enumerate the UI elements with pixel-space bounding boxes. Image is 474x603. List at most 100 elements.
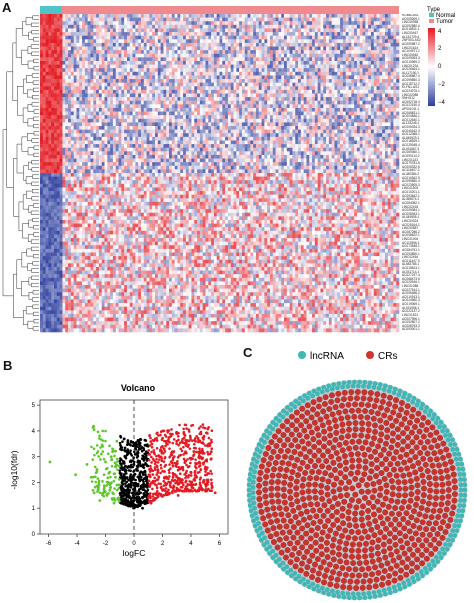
heatmap-cell: [199, 21, 203, 26]
heatmap-cell: [96, 151, 100, 156]
heatmap-cell: [253, 60, 257, 65]
heatmap-cell: [328, 71, 332, 76]
heatmap-cell: [286, 57, 290, 62]
heatmap-cell: [351, 126, 355, 130]
heatmap-cell: [303, 86, 307, 91]
heatmap-cell: [73, 100, 77, 105]
heatmap-cell: [247, 68, 251, 73]
heatmap-cell: [48, 122, 52, 127]
heatmap-cell: [82, 118, 86, 123]
heatmap-cell: [87, 100, 91, 105]
heatmap-cell: [90, 17, 94, 22]
heatmap-cell: [126, 100, 131, 105]
heatmap-cell: [393, 93, 397, 98]
heatmap-cell: [101, 35, 105, 40]
heatmap-cell: [126, 53, 131, 58]
heatmap-cell: [65, 68, 69, 73]
heatmap-cell: [216, 53, 220, 58]
heatmap-cell: [286, 14, 290, 18]
heatmap-cell: [56, 118, 60, 123]
heatmap-cell: [219, 21, 223, 26]
heatmap-cell: [143, 136, 147, 141]
heatmap-cell: [188, 57, 192, 62]
heatmap-cell: [222, 111, 226, 116]
heatmap-cell: [362, 115, 366, 120]
heatmap-cell: [188, 28, 192, 33]
heatmap-cell: [199, 79, 203, 83]
heatmap-cell: [289, 42, 293, 47]
heatmap-cell: [166, 14, 170, 18]
heatmap-cell: [185, 97, 189, 102]
heatmap-cell: [104, 24, 108, 29]
heatmap-cell: [393, 144, 397, 148]
heatmap-cell: [253, 107, 257, 112]
heatmap-cell: [84, 147, 88, 152]
heatmap-cell: [354, 107, 358, 112]
heatmap-cell: [177, 89, 181, 94]
heatmap-cell: [255, 35, 260, 40]
heatmap-cell: [194, 71, 198, 76]
heatmap-cell: [314, 93, 318, 98]
heatmap-cell: [300, 107, 304, 112]
heatmap-cell: [269, 118, 274, 123]
heatmap-cell: [298, 79, 302, 83]
heatmap-cell: [163, 68, 167, 73]
heatmap-cell: [68, 147, 72, 152]
heatmap-cell: [140, 115, 145, 120]
heatmap-cell: [241, 60, 246, 65]
heatmap-cell: [250, 50, 254, 55]
heatmap-cell: [154, 111, 159, 116]
heatmap-cell: [48, 17, 52, 22]
heatmap-cell: [269, 21, 274, 26]
heatmap-cell: [183, 60, 187, 65]
heatmap-cell: [225, 71, 229, 76]
heatmap-cell: [328, 28, 332, 33]
heatmap-cell: [73, 35, 77, 40]
heatmap-cell: [79, 64, 83, 69]
heatmap-cell: [132, 140, 136, 145]
heatmap-cell: [328, 57, 332, 62]
heatmap-cell: [379, 75, 383, 80]
heatmap-cell: [79, 24, 83, 29]
heatmap-cell: [309, 32, 313, 36]
heatmap-cell: [390, 118, 394, 123]
heatmap-cell: [87, 97, 91, 102]
heatmap-cell: [112, 151, 117, 156]
heatmap-cell: [45, 57, 49, 62]
heatmap-cell: [93, 82, 97, 87]
heatmap-cell: [140, 140, 145, 145]
heatmap-cell: [216, 42, 220, 47]
heatmap-cell: [76, 53, 80, 58]
heatmap-cell: [185, 82, 189, 87]
heatmap-cell: [370, 126, 375, 130]
heatmap-cell: [121, 133, 125, 138]
heatmap-cell: [326, 147, 330, 152]
heatmap-cell: [328, 79, 332, 83]
heatmap-cell: [239, 115, 243, 120]
heatmap-cell: [90, 57, 94, 62]
heatmap-cell: [292, 14, 296, 18]
heatmap-cell: [56, 46, 60, 51]
heatmap-cell: [40, 104, 44, 109]
heatmap-cell: [247, 46, 251, 51]
heatmap-cell: [303, 68, 307, 73]
heatmap-cell: [107, 97, 111, 102]
heatmap-cell: [261, 118, 265, 123]
heatmap-cell: [183, 144, 187, 148]
heatmap-cell: [267, 42, 271, 47]
heatmap-cell: [255, 129, 260, 134]
heatmap-cell: [312, 68, 316, 73]
heatmap-cell: [289, 57, 293, 62]
heatmap-cell: [79, 35, 83, 40]
heatmap-cell: [359, 133, 363, 138]
heatmap-cell: [241, 46, 246, 51]
heatmap-cell: [101, 82, 105, 87]
heatmap-cell: [337, 93, 341, 98]
heatmap-cell: [309, 68, 313, 73]
heatmap-cell: [387, 42, 391, 47]
heatmap-cell: [359, 39, 363, 44]
heatmap-cell: [96, 97, 100, 102]
heatmap-cell: [180, 14, 184, 18]
heatmap-cell: [87, 147, 91, 152]
heatmap-cell: [272, 111, 276, 116]
